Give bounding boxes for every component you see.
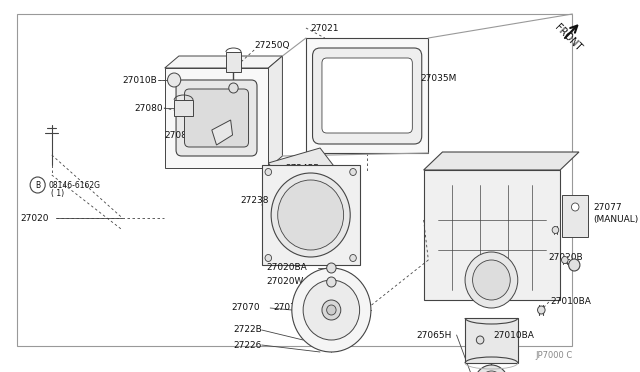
Bar	[164, 68, 268, 168]
Text: 27077: 27077	[593, 202, 621, 212]
Circle shape	[349, 169, 356, 176]
Circle shape	[326, 277, 336, 287]
Text: 27020W: 27020W	[266, 278, 304, 286]
Text: 27065H: 27065H	[416, 330, 451, 340]
Text: 27020B: 27020B	[548, 253, 582, 263]
Text: 08146-6162G: 08146-6162G	[48, 180, 100, 189]
Bar	[465, 318, 518, 363]
Polygon shape	[164, 56, 282, 68]
Text: 27226: 27226	[234, 340, 262, 350]
Bar	[306, 38, 428, 153]
Text: 27245P: 27245P	[285, 164, 319, 173]
FancyBboxPatch shape	[312, 48, 422, 144]
Circle shape	[465, 252, 518, 308]
Circle shape	[322, 300, 340, 320]
Circle shape	[476, 336, 484, 344]
Circle shape	[278, 180, 344, 250]
FancyBboxPatch shape	[322, 58, 412, 133]
Circle shape	[265, 169, 271, 176]
Text: 27010BA: 27010BA	[551, 298, 591, 307]
Text: FRONT: FRONT	[552, 23, 583, 53]
Bar	[17, 14, 572, 346]
Circle shape	[568, 259, 580, 271]
Circle shape	[472, 260, 510, 300]
Polygon shape	[424, 152, 579, 170]
FancyBboxPatch shape	[176, 80, 257, 156]
Text: (MANUAL): (MANUAL)	[593, 215, 638, 224]
Circle shape	[271, 173, 350, 257]
Circle shape	[572, 203, 579, 211]
Bar	[262, 165, 360, 265]
Bar	[174, 100, 193, 116]
Circle shape	[552, 227, 559, 234]
Text: 27020: 27020	[20, 214, 49, 222]
Text: ( 1): ( 1)	[51, 189, 64, 198]
Text: 27080: 27080	[134, 103, 163, 112]
FancyBboxPatch shape	[184, 89, 248, 147]
Text: 27070: 27070	[232, 304, 260, 312]
Circle shape	[168, 73, 180, 87]
Text: 27010B: 27010B	[122, 76, 157, 84]
Circle shape	[265, 254, 271, 262]
Circle shape	[561, 257, 568, 263]
Bar	[226, 52, 241, 72]
Circle shape	[349, 254, 356, 262]
Text: 27238: 27238	[240, 196, 269, 205]
Circle shape	[538, 306, 545, 314]
Circle shape	[480, 371, 502, 372]
Polygon shape	[268, 56, 282, 168]
Text: 27035M: 27035M	[421, 74, 457, 83]
Text: 2722B: 2722B	[234, 326, 262, 334]
Bar	[424, 170, 560, 300]
Text: 27020BA: 27020BA	[266, 263, 307, 273]
Polygon shape	[268, 148, 348, 200]
Circle shape	[303, 280, 360, 340]
Circle shape	[292, 268, 371, 352]
Circle shape	[474, 365, 508, 372]
Text: 27010BA: 27010BA	[493, 330, 534, 340]
Polygon shape	[212, 120, 232, 145]
Circle shape	[326, 305, 336, 315]
Bar	[562, 195, 588, 237]
Circle shape	[228, 83, 238, 93]
Circle shape	[326, 263, 336, 273]
Text: 27021: 27021	[310, 23, 339, 32]
Text: 27072: 27072	[273, 304, 301, 312]
Text: B: B	[35, 180, 40, 189]
Text: 27080G: 27080G	[164, 131, 200, 140]
Text: 27250Q: 27250Q	[254, 41, 290, 49]
Circle shape	[30, 177, 45, 193]
Text: JP7000 C: JP7000 C	[535, 352, 572, 360]
